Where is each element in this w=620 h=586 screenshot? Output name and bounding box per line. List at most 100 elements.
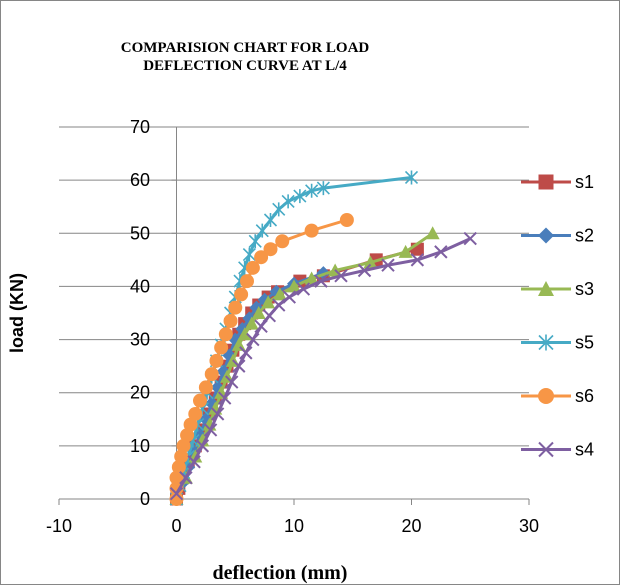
data-point-s6	[228, 300, 243, 315]
data-point-s4	[210, 407, 225, 421]
data-point-s4	[282, 290, 297, 304]
legend-marker-s2	[538, 227, 554, 244]
data-point-s4	[334, 269, 348, 283]
y-tick-label-60: 60	[130, 170, 150, 190]
data-point-s3	[398, 244, 413, 258]
data-point-s4	[246, 332, 260, 347]
data-point-s6	[169, 492, 184, 506]
data-point-s3	[304, 271, 319, 285]
data-point-s4	[410, 253, 425, 267]
data-point-s3	[287, 279, 301, 293]
legend-label-s4: s4	[575, 440, 594, 460]
data-point-s4	[187, 455, 201, 469]
data-point-s4	[272, 298, 286, 312]
legend-label-s1: s1	[575, 172, 594, 192]
data-point-s4	[314, 274, 328, 288]
gridlines	[59, 126, 529, 447]
data-point-s6	[240, 274, 254, 289]
x-axis-label: deflection (mm)	[213, 562, 348, 584]
data-point-s4	[179, 471, 193, 485]
data-point-s6	[169, 470, 184, 485]
legend-entry-s4: s4	[521, 440, 594, 460]
data-point-s4	[381, 258, 395, 272]
series-s4	[169, 231, 477, 501]
data-point-s6	[223, 313, 238, 328]
legend-label-s5: s5	[575, 333, 594, 353]
data-point-s3	[237, 327, 252, 341]
data-point-s5	[272, 202, 286, 217]
data-point-s6	[204, 367, 219, 382]
data-point-s5	[305, 183, 319, 198]
legend-marker-s6	[538, 388, 554, 404]
data-point-s6	[339, 213, 354, 227]
y-tick-label-30: 30	[130, 330, 150, 350]
data-point-s6	[275, 234, 290, 249]
data-point-s6	[234, 287, 249, 302]
data-point-s5	[248, 234, 262, 249]
chart-title-line-2: DEFLECTION CURVE AT L/4	[143, 58, 347, 74]
y-tick-label-10: 10	[130, 436, 150, 456]
legend-entry-s6: s6	[521, 386, 594, 406]
data-point-s4	[463, 231, 477, 246]
data-point-s3	[231, 337, 246, 351]
series-s3	[169, 226, 440, 505]
legend-marker-s4	[538, 441, 554, 458]
data-point-s4	[254, 319, 268, 333]
data-point-s6	[180, 428, 195, 443]
data-series	[169, 170, 477, 506]
x-tick-label-0: 0	[171, 516, 181, 536]
x-tick-label-20: 20	[401, 516, 421, 536]
data-point-s6	[245, 260, 260, 275]
y-tick-label-50: 50	[130, 223, 150, 243]
data-point-s4	[203, 423, 218, 437]
legend-label-s3: s3	[575, 279, 594, 299]
data-point-s4	[296, 282, 311, 296]
legend-entry-s1: s1	[521, 172, 594, 192]
data-point-s4	[195, 439, 210, 453]
x-tick-label--10: -10	[46, 516, 72, 536]
data-point-s6	[176, 438, 191, 453]
data-point-s4	[357, 263, 372, 278]
series-s2	[169, 266, 331, 506]
data-point-s6	[193, 393, 207, 408]
data-point-s3	[244, 316, 259, 330]
data-point-s6	[209, 353, 224, 368]
data-point-s6	[218, 327, 233, 342]
y-tick-label-0: 0	[140, 489, 150, 509]
legend-marker-s5	[538, 334, 554, 351]
data-point-s5	[316, 181, 330, 196]
data-point-s4	[232, 359, 246, 373]
chart-title-line-1: COMPARISION CHART FOR LOAD	[121, 40, 370, 56]
legend-label-s2: s2	[575, 226, 594, 246]
data-point-s3	[272, 287, 287, 301]
data-point-s6	[171, 460, 186, 475]
data-point-s5	[255, 223, 269, 238]
data-point-s4	[225, 375, 239, 389]
data-point-s4	[169, 486, 184, 501]
data-point-s3	[363, 255, 378, 269]
data-point-s5	[293, 189, 307, 204]
series-s6	[169, 213, 354, 506]
data-point-s6	[254, 250, 269, 265]
data-point-s3	[251, 306, 266, 319]
data-point-s3	[261, 295, 276, 309]
data-point-s5	[281, 194, 295, 209]
data-point-s6	[183, 417, 198, 432]
x-tick-label-30: 30	[519, 516, 539, 536]
x-tick-label-10: 10	[284, 516, 304, 536]
chart-title: COMPARISION CHART FOR LOAD DEFLECTION CU…	[121, 40, 370, 74]
legend-entry-s3: s3	[521, 279, 594, 299]
legend-marker-s3	[538, 281, 554, 296]
series-s5	[169, 170, 419, 506]
data-point-s4	[239, 346, 253, 360]
legend-label-s6: s6	[575, 386, 594, 406]
legend-entry-s5: s5	[521, 333, 594, 353]
legend: s1 s2 s3 s5 s6 s4	[521, 172, 594, 460]
y-tick-label-70: 70	[130, 117, 150, 137]
data-point-s5	[242, 247, 256, 262]
y-tick-label-40: 40	[130, 276, 150, 296]
data-point-s6	[174, 449, 189, 464]
data-point-s6	[214, 340, 229, 355]
data-point-s6	[198, 380, 213, 395]
